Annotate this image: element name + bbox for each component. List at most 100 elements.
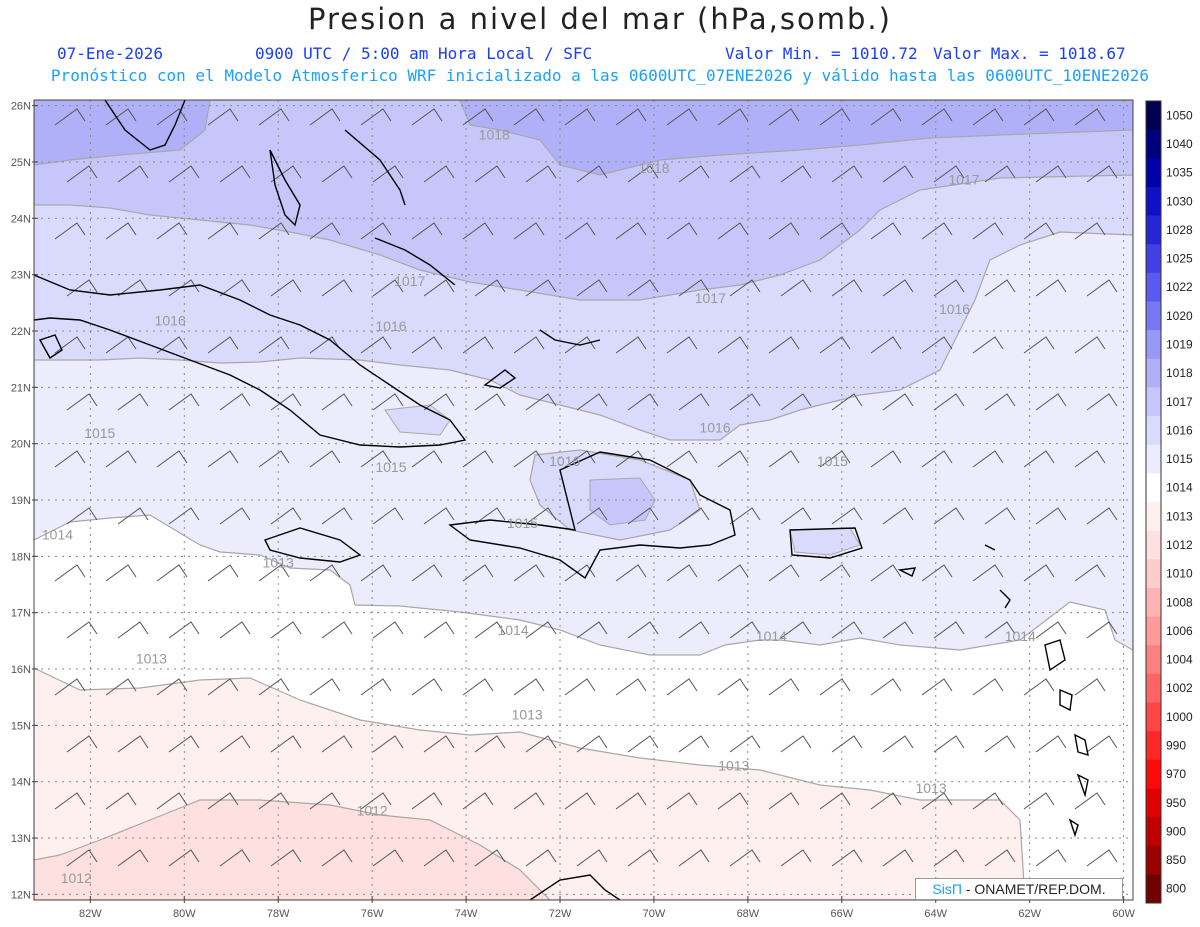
colorbar-swatch-1012 — [1146, 530, 1161, 560]
lat-tick-12: 12N — [11, 889, 31, 901]
wind-barb — [615, 108, 647, 126]
wind-barb — [117, 165, 149, 183]
colorbar-label-1017: 1017 — [1166, 395, 1193, 409]
contour-label: 1013 — [263, 555, 294, 571]
colorbar-label-850: 850 — [1166, 853, 1186, 867]
wind-barb — [156, 792, 188, 810]
wind-barb — [54, 108, 86, 126]
wind-barb — [360, 564, 392, 582]
colorbar-swatch-1015 — [1146, 444, 1161, 474]
pressure-fill — [34, 100, 1133, 900]
wind-barb — [1023, 222, 1055, 240]
wind-barb — [156, 336, 188, 354]
wind-barb — [870, 450, 902, 468]
colorbar-swatch-990 — [1146, 731, 1161, 761]
wind-barb — [309, 450, 341, 468]
lon-tick-70: 70W — [643, 908, 666, 920]
wind-barb — [258, 450, 290, 468]
wind-barb — [831, 507, 863, 525]
colorbar-swatch-1019 — [1146, 330, 1161, 360]
wind-barb — [972, 222, 1004, 240]
wind-barb — [984, 621, 1016, 639]
wind-barb — [819, 564, 851, 582]
contour-label: 1014 — [497, 622, 528, 638]
wind-barb — [576, 735, 608, 753]
wind-barb — [219, 279, 251, 297]
wind-barb — [117, 621, 149, 639]
wind-barb — [372, 393, 404, 411]
wind-barb — [309, 792, 341, 810]
colorbar-swatch-1016 — [1146, 416, 1161, 446]
colorbar-label-1028: 1028 — [1166, 223, 1193, 237]
lon-tick-62: 62W — [1018, 908, 1041, 920]
wind-barb — [576, 393, 608, 411]
wind-barb — [576, 165, 608, 183]
wind-barb — [768, 678, 800, 696]
wind-barb — [309, 222, 341, 240]
contour-label: 1015 — [84, 425, 115, 441]
wind-barb — [207, 678, 239, 696]
wind-barb — [1086, 849, 1118, 867]
wind-barb — [678, 849, 710, 867]
wind-barb — [717, 678, 749, 696]
colorbar-label-990: 990 — [1166, 738, 1186, 752]
wind-barb — [768, 336, 800, 354]
wind-barb — [360, 222, 392, 240]
colorbar-swatch-950 — [1146, 788, 1161, 818]
wind-barb — [54, 336, 86, 354]
colorbar-swatch-1010 — [1146, 559, 1161, 589]
wind-barb — [1035, 735, 1067, 753]
wind-barb — [729, 393, 761, 411]
wind-barb — [168, 165, 200, 183]
wind-barb — [870, 108, 902, 126]
wind-barb — [933, 849, 965, 867]
wind-barb — [717, 564, 749, 582]
virgin-islands — [897, 544, 1011, 609]
wind-barb — [666, 336, 698, 354]
wind-barb — [258, 678, 290, 696]
wind-barb — [666, 564, 698, 582]
wind-barb — [615, 222, 647, 240]
wind-barb — [54, 678, 86, 696]
wind-barb — [462, 222, 494, 240]
wind-barb — [219, 735, 251, 753]
colorbar-label-950: 950 — [1166, 796, 1186, 810]
pocket-1017-hispaniola — [589, 477, 656, 526]
wind-barb — [717, 792, 749, 810]
contour-label: 1016 — [549, 453, 580, 469]
wind-barb — [972, 678, 1004, 696]
wind-barb — [1086, 735, 1118, 753]
wind-barb — [156, 108, 188, 126]
wind-barb — [66, 621, 98, 639]
cuba-coast — [34, 274, 467, 448]
wind-barb — [462, 564, 494, 582]
wind-barb — [1086, 279, 1118, 297]
wind-barb — [105, 450, 137, 468]
colorbar-swatch-1028 — [1146, 215, 1161, 245]
wind-barb — [729, 279, 761, 297]
colorbar-swatch-1000 — [1146, 702, 1161, 732]
wind-barb — [882, 165, 914, 183]
wind-barb — [105, 108, 137, 126]
wind-barb — [831, 735, 863, 753]
wind-barb — [972, 450, 1004, 468]
wind-barb — [870, 678, 902, 696]
wind-barb — [423, 393, 455, 411]
contour-label: 1016 — [699, 419, 730, 435]
bahamas-2 — [344, 129, 406, 206]
band-1012 — [34, 799, 551, 900]
wind-barb — [513, 450, 545, 468]
wind-barb — [666, 222, 698, 240]
wind-barb — [462, 336, 494, 354]
wind-barb — [411, 678, 443, 696]
wind-barb — [360, 792, 392, 810]
sispi-brand: SisΠ — [932, 881, 962, 897]
wind-barb — [1023, 564, 1055, 582]
wind-barb — [819, 222, 851, 240]
wind-barb — [870, 792, 902, 810]
wind-barb — [564, 792, 596, 810]
wind-barb — [105, 222, 137, 240]
wind-barb — [1074, 792, 1106, 810]
wind-barb — [411, 564, 443, 582]
lat-tick-19: 19N — [11, 495, 31, 507]
